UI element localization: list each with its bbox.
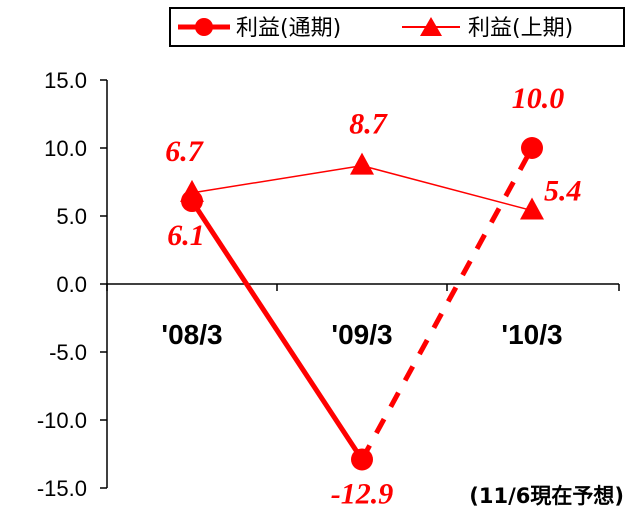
full-year-line-actual — [189, 199, 365, 461]
full-year-line-forecast — [359, 146, 535, 461]
full-year-point — [181, 190, 203, 213]
legend-marker-circle — [195, 18, 213, 36]
first-half-point — [350, 152, 374, 175]
y-tick-label: -15.0 — [37, 476, 87, 501]
full-year-data-label: 6.1 — [167, 219, 205, 252]
full-year-point — [351, 448, 373, 471]
full-year-point — [521, 137, 543, 159]
first-half-data-label: 6.7 — [165, 135, 204, 168]
category-label: '08/3 — [161, 319, 222, 350]
legend-label-full-year: 利益(通期) — [236, 16, 341, 41]
first-half-point — [520, 197, 544, 220]
first-half-data-label: 8.7 — [349, 108, 388, 141]
y-tick-label: 15.0 — [44, 68, 87, 93]
y-tick-label: -5.0 — [49, 340, 87, 365]
legend-box — [169, 7, 625, 47]
legend: 利益(通期) 利益(上期) — [169, 7, 625, 47]
category-label: '09/3 — [331, 319, 392, 350]
category-label: '10/3 — [501, 319, 562, 350]
legend-marker-triangle — [420, 17, 442, 36]
forecast-note: (11/6現在予想) — [469, 484, 624, 508]
first-half-data-label: 5.4 — [544, 175, 582, 208]
y-tick-label: 10.0 — [44, 136, 87, 161]
y-tick-label: 0.0 — [56, 272, 87, 297]
axes: 15.0 10.0 5.0 0.0 -5.0 -10.0 -15.0 '08/3 '09/3 '1… — [37, 68, 620, 501]
full-year-data-label: -12.9 — [331, 477, 394, 510]
y-tick-label: -10.0 — [37, 408, 87, 433]
y-tick-label: 5.0 — [56, 204, 87, 229]
chart-marks: 6.1 -12.9 10.0 6.7 8.7 5.4 — [165, 82, 581, 510]
full-year-data-label: 10.0 — [512, 82, 565, 115]
legend-label-first-half: 利益(上期) — [468, 16, 573, 41]
